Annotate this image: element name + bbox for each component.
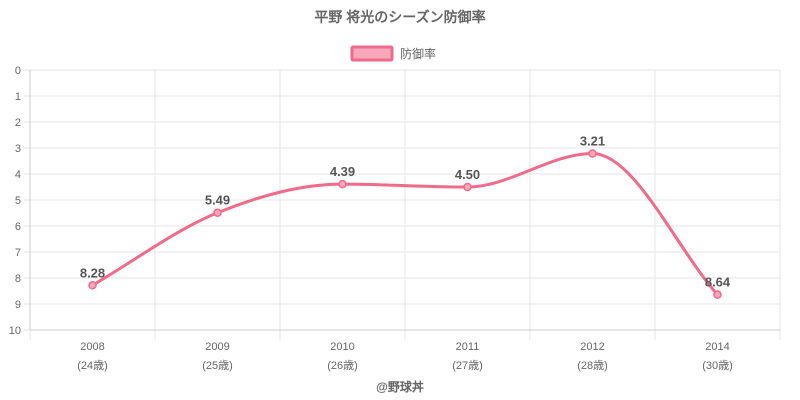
data-point[interactable] bbox=[588, 149, 597, 158]
data-point[interactable] bbox=[713, 290, 722, 299]
x-tick-label-age: (27歳) bbox=[452, 359, 483, 372]
y-tick-label: 1 bbox=[15, 91, 21, 103]
data-label: 4.39 bbox=[330, 164, 355, 179]
y-tick-label: 6 bbox=[15, 221, 21, 233]
legend: 防御率 bbox=[350, 45, 436, 62]
x-tick-label-year: 2008 bbox=[80, 341, 104, 353]
legend-swatch bbox=[350, 45, 394, 62]
y-tick-label: 4 bbox=[15, 169, 21, 181]
y-axis: 0 1 2 3 4 5 6 7 8 9 10 bbox=[9, 65, 31, 337]
data-label: 4.50 bbox=[455, 167, 480, 182]
y-tick-label: 7 bbox=[15, 247, 21, 259]
y-tick-label: 9 bbox=[15, 299, 21, 311]
y-tick-label: 0 bbox=[15, 65, 21, 77]
x-tick-label-age: (30歳) bbox=[702, 359, 733, 372]
data-point[interactable] bbox=[213, 208, 222, 217]
x-tick-label-year: 2009 bbox=[205, 341, 229, 353]
x-tick-label-age: (25歳) bbox=[202, 359, 233, 372]
data-labels: 8.28 5.49 4.39 4.50 3.21 8.64 bbox=[80, 133, 731, 289]
grid bbox=[29, 69, 781, 340]
y-tick-label: 2 bbox=[15, 117, 21, 129]
y-tick-label: 5 bbox=[15, 195, 21, 207]
data-label: 8.64 bbox=[705, 275, 731, 290]
x-tick-label-year: 2012 bbox=[580, 341, 604, 353]
data-point[interactable] bbox=[463, 182, 472, 192]
series-esr bbox=[88, 149, 722, 299]
x-tick-label-age: (24歳) bbox=[77, 359, 108, 372]
y-tick-label: 3 bbox=[15, 143, 21, 155]
data-label: 5.49 bbox=[205, 193, 230, 208]
x-tick-label-year: 2011 bbox=[456, 341, 480, 353]
x-tick-label-year: 2010 bbox=[330, 341, 354, 353]
data-label: 3.21 bbox=[580, 133, 605, 148]
credit-text: @野球丼 bbox=[376, 379, 424, 394]
x-axis: 2008 (24歳) 2009 (25歳) 2010 (26歳) 2011 (27歳) 2012… bbox=[30, 329, 780, 372]
legend-label: 防御率 bbox=[400, 46, 436, 61]
y-tick-label: 10 bbox=[9, 325, 21, 337]
y-tick-label: 8 bbox=[15, 273, 21, 285]
series-line bbox=[91, 151, 719, 296]
chart-title: 平野 将光のシーズン防御率 bbox=[314, 9, 485, 25]
data-point[interactable] bbox=[338, 179, 347, 189]
x-tick-label-age: (26歳) bbox=[327, 359, 358, 372]
data-label: 8.28 bbox=[80, 265, 105, 280]
x-tick-label-year: 2014 bbox=[705, 341, 729, 353]
data-point[interactable] bbox=[88, 281, 97, 290]
x-tick-label-age: (28歳) bbox=[577, 359, 608, 372]
